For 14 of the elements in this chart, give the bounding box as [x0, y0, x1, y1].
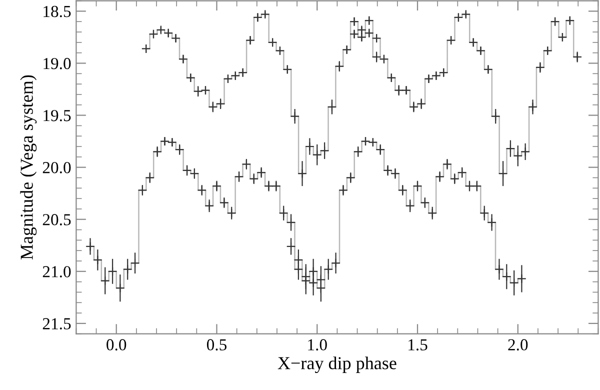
- x-axis-title: X−ray dip phase: [278, 356, 396, 374]
- y-tick-label: 20.5: [42, 214, 71, 226]
- x-tick-label: 1.0: [308, 339, 327, 351]
- y-axis-title: Magnitude (Vega system): [20, 75, 37, 260]
- y-tick-label: 21.0: [42, 266, 71, 278]
- y-tick-label: 19.0: [44, 58, 71, 70]
- y-tick-label: 18.5: [44, 6, 71, 18]
- x-tick-label: 0.0: [106, 339, 126, 351]
- x-tick-label: 0.5: [206, 339, 227, 351]
- x-tick-label: 2.0: [508, 339, 528, 351]
- y-tick-label: 20.0: [42, 162, 71, 174]
- x-tick-label: 1.5: [408, 339, 428, 351]
- y-tick-label: 21.5: [42, 318, 71, 330]
- y-tick-label: 19.5: [44, 110, 71, 122]
